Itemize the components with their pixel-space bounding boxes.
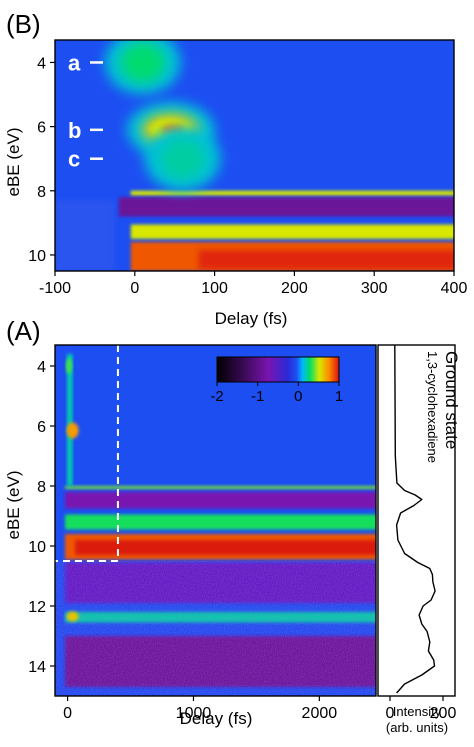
panel-a-ytick-label: 12	[28, 599, 46, 616]
ground-state-xtick-label: 0	[386, 705, 395, 722]
ground-state-xlabel-1: Intensity	[393, 704, 442, 719]
panel-a-feature-b	[66, 422, 79, 439]
panel-b-ytick-label: 8	[37, 184, 46, 201]
panel-b-annotation-b: b	[68, 118, 81, 143]
panel-a-ytick-label: 14	[28, 659, 46, 676]
panel-b-xtick-label: 0	[130, 280, 139, 297]
panel-b-annotation-c: c	[68, 147, 80, 172]
panel-a-map	[55, 345, 376, 696]
panel-label-a: (A)	[6, 316, 41, 346]
panel-b-annotation-a: a	[68, 50, 81, 75]
panel-b-map	[55, 40, 454, 271]
colorbar	[216, 356, 340, 383]
colorbar-tick-label: -1	[251, 388, 264, 405]
panel-a-xtick-label: 1000	[176, 705, 212, 722]
ground-state-title-1: Ground state	[442, 351, 461, 449]
panel-b-xtick-label: 200	[281, 280, 308, 297]
ground-state-panel: 0 200	[377, 344, 457, 722]
panel-a-ytick-label: 10	[28, 539, 46, 556]
panel-b-xtick-label: -100	[39, 280, 71, 297]
colorbar-tick-label: 1	[335, 388, 343, 405]
panel-a-xlabel: Delay (fs)	[180, 709, 253, 728]
panel-b-band-1	[118, 197, 454, 217]
ground-state-xlabel-2: (arb. units)	[386, 720, 448, 735]
ground-state-title-2: 1,3-cyclohexadiene	[425, 351, 440, 463]
panel-b-xtick-label: 400	[441, 280, 468, 297]
colorbar-tick-label: 0	[294, 388, 302, 405]
panel-a-feature-b2	[66, 611, 79, 622]
panel-a-xtick-label: 0	[63, 705, 72, 722]
panel-a-ylabel: eBE (eV)	[4, 471, 23, 540]
panel-b-ytick-label: 10	[28, 248, 46, 265]
panel-b-ytick-label: 4	[37, 55, 46, 72]
panel-a-band-2	[65, 514, 376, 530]
panel-b-feature-2	[160, 138, 205, 179]
panel-b-frame	[54, 39, 455, 272]
panel-b-plot: a bc	[55, 40, 454, 271]
panel-b-feature-0	[120, 42, 165, 83]
panel-a-frame	[54, 344, 377, 697]
colorbar-ticks: -2 -1 0 1	[210, 382, 343, 405]
panel-a-dashed-box	[55, 345, 119, 562]
colorbar-tick-label: -2	[210, 388, 223, 405]
panel-a-feature-a	[65, 358, 72, 374]
panel-a-xtick-label: 2000	[302, 705, 338, 722]
ground-state-frame	[377, 344, 456, 697]
panel-b-axes: -100 0 100 200 300 400 4 6 8 10	[28, 39, 468, 297]
panel-b-haze	[55, 200, 115, 271]
panel-b-xtick-label: 100	[201, 280, 228, 297]
panel-b-xlabel: Delay (fs)	[215, 309, 288, 328]
panel-a-band-core	[75, 540, 376, 555]
panel-b-ytick-label: 6	[37, 120, 46, 137]
panel-a-streak	[66, 354, 73, 486]
ground-state-spectrum-line	[394, 344, 436, 694]
panel-b-band-2	[130, 224, 454, 239]
panel-a-plot	[55, 345, 376, 696]
panel-a-ytick-label: 8	[37, 479, 46, 496]
panel-a-ytick-label: 6	[37, 419, 46, 436]
panel-b-xtick-label: 300	[361, 280, 388, 297]
panel-b-band-core	[198, 250, 454, 270]
panel-a-band-0	[65, 486, 376, 489]
ground-state-xtick-label: 200	[430, 705, 457, 722]
panel-a-ytick-label: 4	[37, 359, 46, 376]
panel-label-b: (B)	[6, 9, 41, 39]
panel-a-band-1	[65, 492, 376, 509]
panel-b-ylabel: eBE (eV)	[4, 128, 23, 197]
panel-a-noise	[55, 561, 376, 696]
panel-b-band-0	[130, 190, 454, 196]
